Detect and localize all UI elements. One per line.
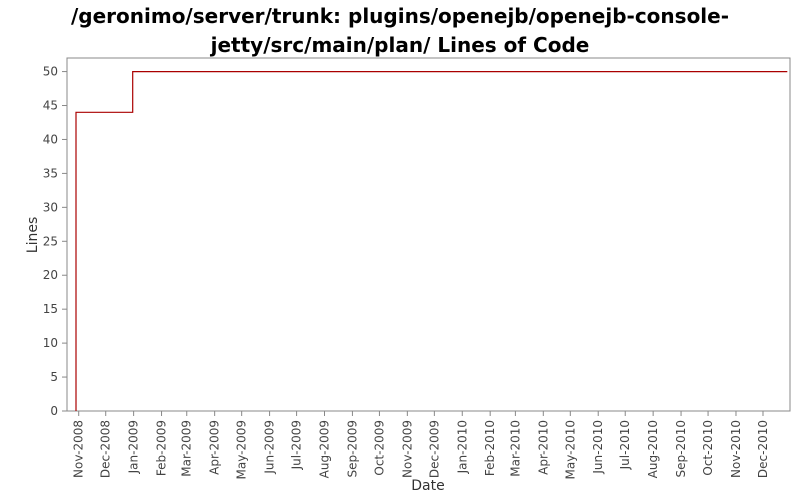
x-tick-label: Aug-2010 [646, 420, 660, 478]
y-tick-label: 25 [43, 234, 58, 248]
y-tick-label: 5 [50, 370, 58, 384]
x-tick-label: Dec-2010 [756, 420, 770, 478]
x-tick-label: Oct-2009 [372, 420, 386, 476]
x-axis-label: Date [411, 478, 444, 494]
x-tick-label: Feb-2009 [155, 420, 169, 476]
x-tick-label: Mar-2009 [180, 420, 194, 477]
series-layer [75, 70, 788, 411]
y-tick-label: 40 [43, 132, 58, 146]
chart-title-line-2: jetty/src/main/plan/ Lines of Code [210, 33, 590, 57]
y-tick-label: 30 [43, 200, 58, 214]
x-tick-label: Apr-2009 [208, 420, 222, 475]
x-tick-label: Dec-2008 [99, 420, 113, 478]
y-tick-label: 0 [50, 404, 58, 418]
x-tick-label: May-2010 [563, 420, 577, 479]
x-tick-label: Sep-2010 [674, 420, 688, 478]
x-tick-label: Apr-2010 [536, 420, 550, 475]
y-axis: 0 5 10 15 20 25 30 35 40 45 50 [43, 65, 67, 418]
y-tick-label: 15 [43, 302, 58, 316]
y-tick-label: 50 [43, 65, 58, 79]
x-tick-label: Nov-2008 [72, 420, 86, 478]
series-line [75, 70, 788, 411]
x-tick-label: Oct-2010 [701, 420, 715, 476]
y-tick-label: 20 [43, 268, 58, 282]
x-tick-label: Dec-2009 [427, 420, 441, 478]
x-tick-label: Aug-2009 [318, 420, 332, 478]
x-tick-label: Jan-2009 [127, 420, 141, 474]
x-tick-label: Jul-2010 [618, 420, 632, 470]
chart-title-line-1: /geronimo/server/trunk: plugins/openejb/… [70, 4, 730, 28]
x-tick-label: Mar-2010 [508, 420, 522, 477]
x-tick-label: Nov-2010 [729, 420, 743, 478]
y-tick-label: 10 [43, 336, 58, 350]
chart-title: /geronimo/server/trunk: plugins/openejb/… [0, 2, 800, 60]
x-tick-label: Jun-2010 [591, 420, 605, 475]
x-tick-label: Feb-2010 [483, 420, 497, 476]
x-tick-label: Jan-2010 [455, 420, 469, 474]
x-tick-label: Nov-2009 [400, 420, 414, 478]
y-tick-label: 35 [43, 166, 58, 180]
x-tick-label: May-2009 [235, 420, 249, 479]
plot-area [66, 57, 791, 412]
x-tick-label: Jul-2009 [290, 420, 304, 470]
x-tick-label: Sep-2009 [345, 420, 359, 478]
y-tick-label: 45 [43, 99, 58, 113]
x-axis: Nov-2008 Dec-2008 Jan-2009 Feb-2009 Mar-2009… [72, 411, 770, 479]
x-tick-label: Jun-2009 [263, 420, 277, 475]
y-axis-label: Lines [25, 217, 41, 253]
